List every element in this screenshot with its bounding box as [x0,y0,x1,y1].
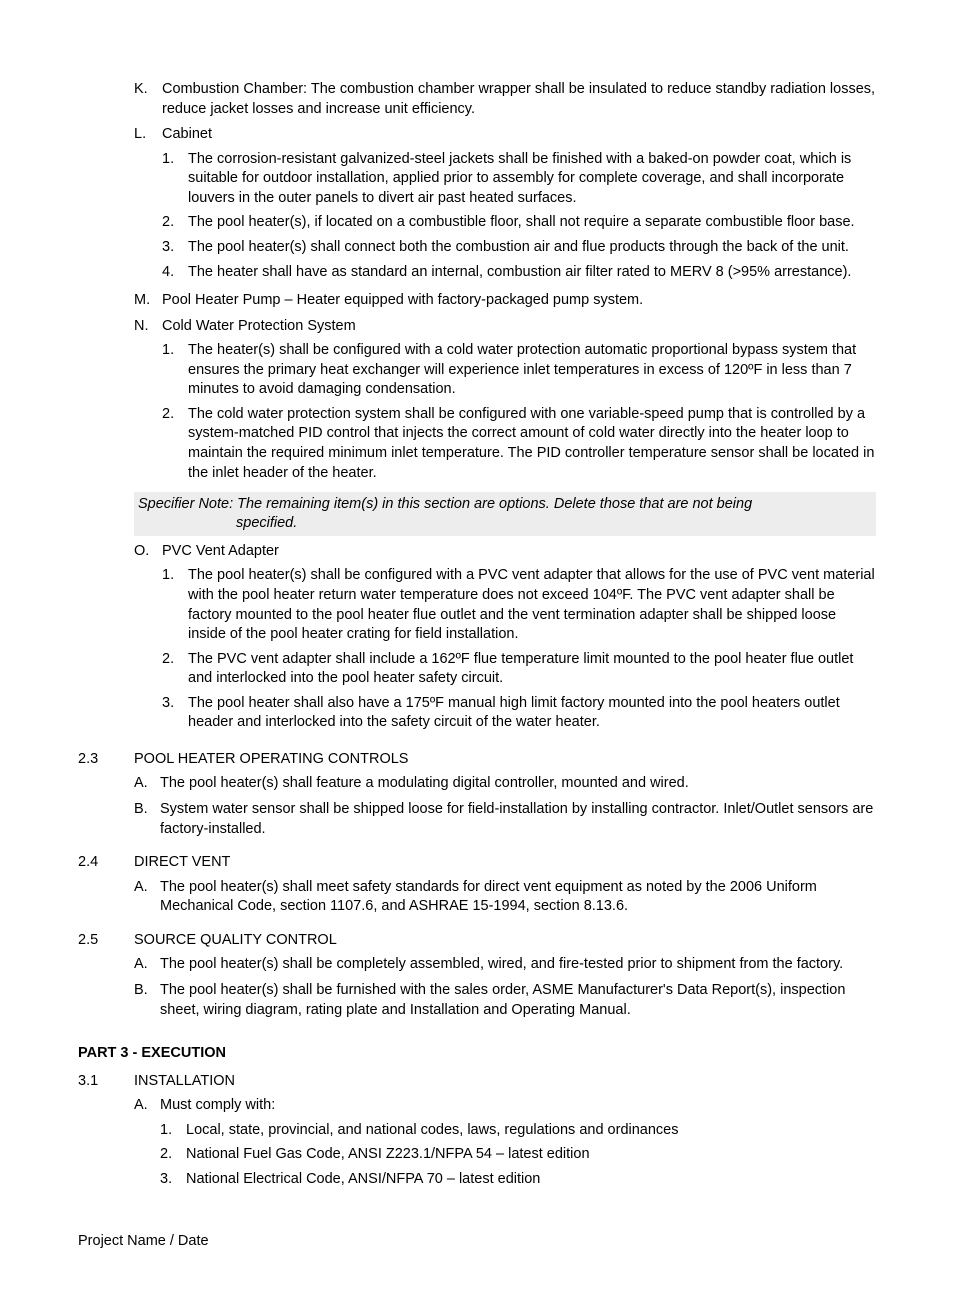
subitem-marker: 1. [162,341,188,400]
subitem: 1. The heater(s) shall be configured wit… [162,341,876,400]
subitem-marker: 1. [162,150,188,209]
section-num: 2.4 [78,853,134,873]
item-marker: M. [134,291,162,311]
subitem: 1. The pool heater(s) shall be configure… [162,566,876,644]
subitem-text: The corrosion-resistant galvanized-steel… [188,150,876,209]
item-text: Pool Heater Pump – Heater equipped with … [162,291,876,311]
section-title: DIRECT VENT [134,853,876,873]
subitem-text: The heater(s) shall be configured with a… [188,341,876,400]
footer-text: Project Name / Date [78,1232,876,1252]
section-body: A. The pool heater(s) shall meet safety … [134,878,876,917]
subitem-A: A. The pool heater(s) shall feature a mo… [134,774,876,794]
subitem-text: The cold water protection system shall b… [188,405,876,483]
spec-list: K. Combustion Chamber: The combustion ch… [134,80,876,486]
subitem-marker: 3. [162,238,188,258]
subitem-A: A. The pool heater(s) shall be completel… [134,955,876,975]
subitem-A: A. Must comply with: 1. Local, state, pr… [134,1096,876,1192]
item-text: Cold Water Protection System [162,317,876,337]
subitem-text: The pool heater shall also have a 175ºF … [188,694,876,733]
subitem-text: National Fuel Gas Code, ANSI Z223.1/NFPA… [186,1145,876,1165]
item-text: Must comply with: [160,1096,876,1116]
subitem-B: B. The pool heater(s) shall be furnished… [134,981,876,1020]
item-N: N. Cold Water Protection System 1. The h… [134,317,876,487]
subitem-marker: 3. [160,1170,186,1190]
section-title: INSTALLATION [134,1072,876,1092]
item-marker: A. [134,1096,160,1192]
subitem: 3. The pool heater(s) shall connect both… [162,238,876,258]
subitem: 1. The corrosion-resistant galvanized-st… [162,150,876,209]
item-marker: B. [134,981,160,1020]
item-text: PVC Vent Adapter [162,542,876,562]
subitem-marker: 4. [162,263,188,283]
section-3-1: 3.1 INSTALLATION [78,1072,876,1092]
item-text: System water sensor shall be shipped loo… [160,800,876,839]
section-title: SOURCE QUALITY CONTROL [134,931,876,951]
specifier-note: Specifier Note: The remaining item(s) in… [134,492,876,536]
subitem-marker: 1. [160,1121,186,1141]
subitem-text: The pool heater(s) shall connect both th… [188,238,876,258]
item-L: L. Cabinet 1. The corrosion-resistant ga… [134,125,876,285]
part-3-heading: PART 3 - EXECUTION [78,1044,876,1064]
subitem: 3. The pool heater shall also have a 175… [162,694,876,733]
subitem: 4. The heater shall have as standard an … [162,263,876,283]
item-text: Cabinet [162,125,876,145]
item-marker: A. [134,955,160,975]
item-marker: A. [134,774,160,794]
subitem-text: The PVC vent adapter shall include a 162… [188,650,876,689]
section-title: POOL HEATER OPERATING CONTROLS [134,750,876,770]
section-body: A. Must comply with: 1. Local, state, pr… [134,1096,876,1192]
subitem-marker: 3. [162,694,188,733]
item-text: The pool heater(s) shall be completely a… [160,955,876,975]
subitem-B: B. System water sensor shall be shipped … [134,800,876,839]
spec-list-cont: O. PVC Vent Adapter 1. The pool heater(s… [134,542,876,736]
item-marker: L. [134,125,162,285]
subitem-text: The pool heater(s), if located on a comb… [188,213,876,233]
item-marker: B. [134,800,160,839]
subitem: 2. National Fuel Gas Code, ANSI Z223.1/N… [160,1145,876,1165]
item-marker: K. [134,80,162,119]
subitem-marker: 2. [162,650,188,689]
subitem-marker: 2. [162,405,188,483]
item-O: O. PVC Vent Adapter 1. The pool heater(s… [134,542,876,736]
section-num: 3.1 [78,1072,134,1092]
subitem-text: The pool heater(s) shall be configured w… [188,566,876,644]
subitem: 1. Local, state, provincial, and nationa… [160,1121,876,1141]
note-text-line2: specified. [138,514,872,533]
item-text: The pool heater(s) shall feature a modul… [160,774,876,794]
subitem: 3. National Electrical Code, ANSI/NFPA 7… [160,1170,876,1190]
subitem-marker: 1. [162,566,188,644]
section-body: A. The pool heater(s) shall be completel… [134,955,876,1020]
item-text: The pool heater(s) shall meet safety sta… [160,878,876,917]
item-marker: O. [134,542,162,736]
item-marker: N. [134,317,162,487]
subitem-text: The heater shall have as standard an int… [188,263,876,283]
subitem: 2. The cold water protection system shal… [162,405,876,483]
section-num: 2.5 [78,931,134,951]
item-M: M. Pool Heater Pump – Heater equipped wi… [134,291,876,311]
subitem-text: Local, state, provincial, and national c… [186,1121,876,1141]
subitem-text: National Electrical Code, ANSI/NFPA 70 –… [186,1170,876,1190]
section-num: 2.3 [78,750,134,770]
item-text: The pool heater(s) shall be furnished wi… [160,981,876,1020]
subitem-marker: 2. [162,213,188,233]
item-marker: A. [134,878,160,917]
item-text: Combustion Chamber: The combustion chamb… [162,80,876,119]
subitem-marker: 2. [160,1145,186,1165]
subitem: 2. The pool heater(s), if located on a c… [162,213,876,233]
note-text-line1: Specifier Note: The remaining item(s) in… [138,495,872,514]
section-2-3: 2.3 POOL HEATER OPERATING CONTROLS [78,750,876,770]
subitem-A: A. The pool heater(s) shall meet safety … [134,878,876,917]
section-body: A. The pool heater(s) shall feature a mo… [134,774,876,839]
subitem: 2. The PVC vent adapter shall include a … [162,650,876,689]
section-2-4: 2.4 DIRECT VENT [78,853,876,873]
item-K: K. Combustion Chamber: The combustion ch… [134,80,876,119]
section-2-5: 2.5 SOURCE QUALITY CONTROL [78,931,876,951]
